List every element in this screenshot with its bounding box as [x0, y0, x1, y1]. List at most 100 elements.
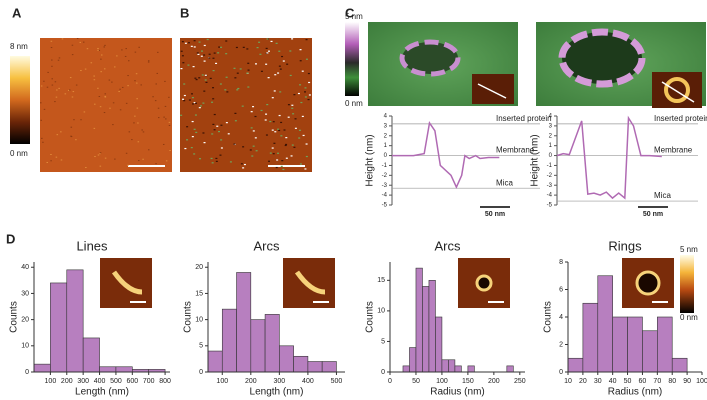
speck: [97, 49, 99, 51]
speck: [80, 70, 82, 72]
y-tick-label: 10: [195, 316, 203, 323]
speck: [71, 96, 74, 98]
speck: [215, 157, 218, 160]
speck: [239, 68, 242, 70]
speck: [136, 107, 139, 109]
x-tick-label: 400: [302, 378, 314, 385]
speck: [280, 121, 283, 124]
y-tick-label: 15: [377, 277, 385, 284]
annotation: Mica: [496, 178, 513, 187]
colorbar-label: 0 nm: [10, 149, 28, 158]
speck: [51, 84, 54, 86]
speck: [279, 91, 282, 93]
annotation: Mica: [654, 191, 671, 200]
speck: [305, 143, 308, 145]
speck: [199, 158, 202, 160]
speck: [220, 46, 223, 48]
y-axis-label: Height (nm): [530, 134, 541, 186]
speck: [242, 46, 245, 48]
speck: [47, 71, 49, 73]
speck: [240, 163, 243, 165]
speck: [301, 70, 304, 72]
speck: [188, 42, 191, 44]
speck: [225, 122, 228, 124]
speck: [46, 161, 49, 163]
y-tick-label: 2: [559, 341, 563, 348]
speck: [119, 109, 122, 111]
speck: [125, 102, 128, 104]
speck: [304, 96, 307, 98]
x-tick-label: 70: [653, 378, 661, 385]
bar: [99, 366, 117, 373]
speck: [203, 44, 206, 47]
speck: [127, 85, 129, 87]
speck: [304, 91, 307, 93]
speck: [297, 92, 300, 95]
speck: [118, 91, 120, 93]
y-tick-label: -4: [382, 193, 388, 199]
colorbar-label: 5 nm: [345, 12, 363, 21]
bar: [627, 316, 643, 373]
x-tick-label: 100: [216, 378, 228, 385]
y-tick-label: 3: [384, 123, 388, 129]
y-tick-label: 20: [21, 316, 29, 323]
speck: [278, 65, 281, 67]
bar: [415, 267, 423, 373]
speck: [168, 121, 171, 123]
speck: [213, 113, 216, 116]
protein: [475, 274, 493, 292]
speck: [247, 62, 250, 64]
y-tick-label: 4: [549, 114, 553, 120]
speck: [111, 81, 113, 83]
speck: [184, 147, 187, 150]
x-tick-label: 700: [143, 378, 155, 385]
speck: [93, 79, 96, 81]
speck: [194, 102, 197, 104]
speck: [192, 103, 195, 105]
speck: [134, 80, 136, 82]
speck: [281, 55, 284, 58]
speck: [211, 101, 214, 103]
colorbar: [680, 255, 694, 313]
x-tick-label: 500: [110, 378, 122, 385]
chart-title: Arcs: [254, 238, 281, 253]
speck: [246, 48, 249, 50]
speck: [104, 93, 107, 95]
speck: [50, 40, 53, 42]
bar: [50, 282, 68, 373]
bar: [657, 316, 673, 373]
speck: [137, 122, 139, 124]
speck: [237, 87, 240, 90]
bar: [321, 361, 337, 373]
colorbar: [345, 22, 359, 96]
afm-image: [180, 38, 312, 172]
speck: [213, 52, 216, 54]
speck: [305, 39, 308, 41]
x-tick-label: 300: [274, 378, 286, 385]
x-tick-label: 150: [462, 378, 474, 385]
y-tick-label: 0: [549, 153, 553, 159]
speck: [82, 41, 85, 43]
y-tick-label: 2: [549, 133, 553, 139]
speck: [254, 137, 257, 139]
speck: [280, 165, 283, 167]
speck: [67, 89, 70, 91]
speck: [291, 107, 294, 109]
speck: [197, 53, 200, 55]
speck: [198, 41, 201, 43]
speck: [254, 115, 257, 118]
speck: [124, 55, 127, 57]
speck: [64, 93, 67, 95]
speck: [216, 125, 219, 127]
bar: [307, 361, 323, 373]
speck: [43, 80, 45, 82]
y-tick-label: 0: [559, 369, 563, 376]
speck: [60, 159, 63, 161]
speck: [202, 132, 205, 134]
speck: [285, 157, 288, 159]
speck: [218, 46, 221, 48]
y-tick-label: 8: [559, 259, 563, 266]
speck: [226, 91, 229, 93]
speck: [94, 103, 96, 105]
y-tick-label: 4: [384, 114, 388, 120]
